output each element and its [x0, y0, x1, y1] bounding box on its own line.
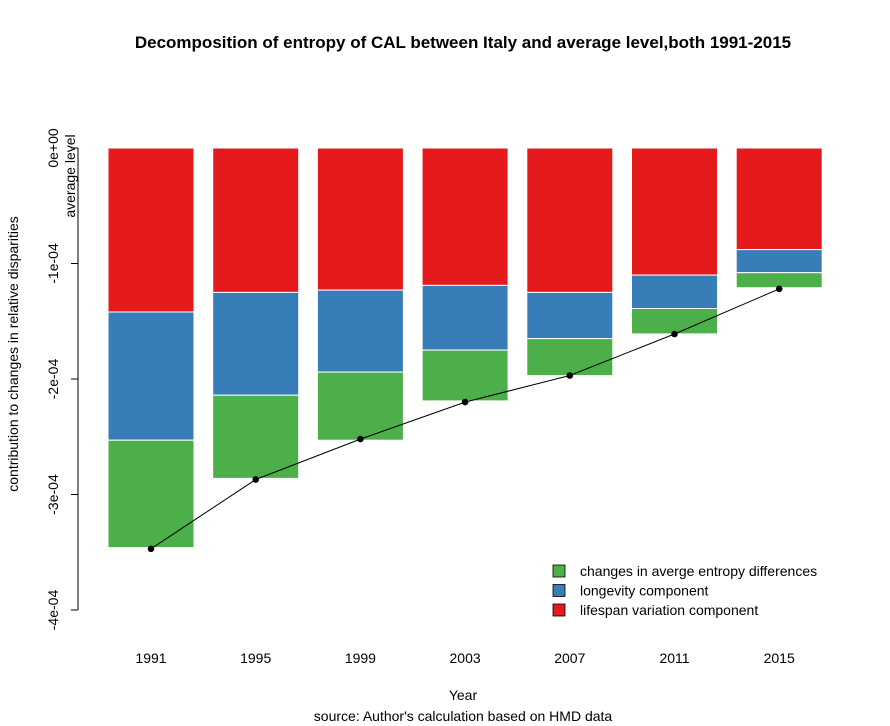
bar-1999-series-0 — [316, 147, 404, 291]
bar-1995-series-0 — [212, 147, 300, 293]
x-tick-label-1995: 1995 — [240, 650, 271, 666]
y-tick-label-0: 0e+00 — [45, 128, 61, 168]
total-point-1995 — [252, 476, 259, 483]
bar-1995-series-1 — [212, 291, 300, 396]
y-tick-label-3: -3e-04 — [45, 474, 61, 515]
chart-title: Decomposition of entropy of CAL between … — [135, 33, 791, 52]
bar-1991-series-0 — [107, 147, 195, 313]
total-point-2011 — [671, 330, 678, 338]
bar-1999-series-2 — [316, 371, 404, 441]
bar-2003-series-1 — [421, 284, 509, 351]
bar-1991-series-1 — [107, 311, 195, 441]
bar-2015-series-0 — [735, 147, 823, 251]
y-tick-label-2: -2e-04 — [45, 359, 61, 400]
source-caption: source: Author's calculation based on HM… — [314, 708, 613, 724]
bar-2003-series-0 — [421, 147, 509, 286]
bar-1999-series-1 — [316, 289, 404, 373]
legend-label-0: changes in averge entropy differences — [580, 563, 817, 579]
bars-group — [107, 147, 823, 549]
total-point-2015 — [775, 285, 783, 293]
legend-swatch-0 — [552, 564, 566, 578]
bar-2011-series-1 — [631, 274, 718, 310]
x-tick-label-1991: 1991 — [135, 650, 166, 666]
y-axis-label-secondary: average level — [62, 134, 78, 217]
total-point-1999 — [357, 435, 364, 443]
total-point-2003 — [461, 398, 469, 406]
x-axis-label: Year — [449, 687, 478, 703]
legend-swatch-1 — [552, 584, 566, 597]
total-point-2007 — [566, 372, 574, 379]
y-axis-label: contribution to changes in relative disp… — [5, 216, 21, 492]
y-tick-label-1: -1e-04 — [45, 243, 61, 284]
bar-1995-series-2 — [212, 394, 300, 479]
total-point-1991 — [147, 545, 155, 553]
bar-2011-series-0 — [631, 147, 718, 276]
x-tick-label-2015: 2015 — [764, 650, 795, 666]
legend: changes in averge entropy differences lon… — [552, 563, 817, 618]
legend-label-2: lifespan variation component — [580, 602, 758, 618]
bar-1991-series-2 — [107, 439, 195, 549]
bar-2003-series-2 — [421, 349, 509, 402]
y-axis: 0e+00 -1e-04 -2e-04 -3e-04 -4e-04 — [45, 128, 79, 631]
bar-2015-series-1 — [735, 249, 823, 274]
x-tick-labels: 1991 1995 1999 2003 2007 2011 2015 — [135, 650, 795, 666]
bar-2007-series-0 — [526, 147, 614, 293]
x-tick-label-2011: 2011 — [659, 650, 689, 666]
x-tick-label-2003: 2003 — [450, 650, 481, 666]
y-tick-label-4: -4e-04 — [45, 590, 61, 631]
bar-2007-series-1 — [526, 291, 614, 340]
legend-swatch-2 — [552, 603, 566, 617]
bar-2007-series-2 — [526, 338, 614, 377]
x-tick-label-2007: 2007 — [554, 650, 585, 666]
x-tick-label-1999: 1999 — [345, 650, 376, 666]
legend-label-1: longevity component — [580, 583, 709, 599]
total-line-group — [147, 285, 783, 553]
bar-2015-series-2 — [735, 272, 823, 289]
